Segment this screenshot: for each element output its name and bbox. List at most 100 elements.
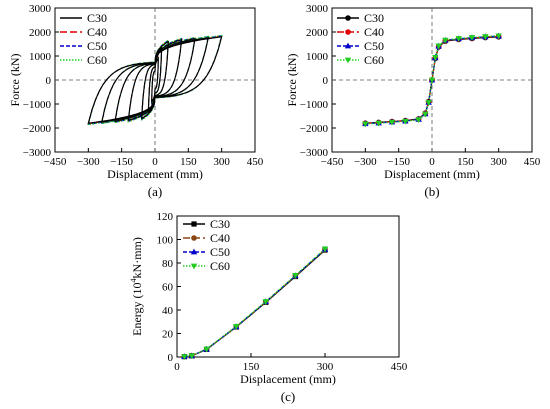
y-tick-label: 80 (162, 258, 174, 270)
x-axis-label: Displacement (mm) (107, 167, 203, 181)
data-point-c60 (402, 118, 409, 125)
legend-label-c60: C60 (364, 53, 384, 67)
hysteresis-loop-c60 (87, 34, 223, 126)
y-axis-label-part: kN·mm) (130, 237, 144, 278)
legend-marker-c60 (190, 263, 198, 270)
y-tick-label: −3000 (300, 147, 329, 159)
data-point-c60 (495, 33, 502, 40)
data-point-c60 (388, 119, 396, 126)
data-point-c60 (482, 34, 489, 40)
legend-marker-c50 (344, 42, 352, 49)
legend-marker-c50 (190, 248, 198, 255)
x-tick-label: 300 (317, 361, 334, 373)
hysteresis-loop-c30 (127, 38, 183, 122)
x-tick-label: −150 (387, 156, 410, 168)
legend-marker-c60 (344, 57, 352, 64)
x-tick-label: 450 (391, 361, 408, 373)
panel-b-skeleton-chart: −450 −300 −150 0 150 300 450 −3000 −2000 −1000 0 10… (285, 3, 541, 199)
legend-label-c50: C50 (210, 245, 230, 259)
legend-label-c60: C60 (210, 259, 230, 273)
data-point-c60 (435, 43, 442, 50)
x-axis-label: Displacement (mm) (384, 167, 480, 181)
series-line-c50 (184, 248, 326, 358)
data-point-c60 (422, 111, 429, 118)
data-point-c60 (292, 273, 299, 279)
hysteresis-loop-c30 (141, 40, 169, 120)
x-tick-label: −300 (354, 156, 377, 168)
y-tick-label: −1000 (23, 99, 52, 111)
data-point-c60 (233, 324, 240, 330)
data-point-c60 (455, 36, 462, 42)
x-tick-label: 150 (243, 361, 260, 373)
legend-label-c30: C30 (87, 11, 107, 25)
y-tick-label: 40 (162, 305, 174, 317)
y-tick-label: 0 (168, 352, 174, 364)
panel-caption: (c) (281, 389, 295, 404)
x-tick-label: 0 (429, 156, 435, 168)
data-point-c60 (188, 353, 195, 360)
y-tick-label: 20 (162, 329, 174, 341)
data-point-c60 (415, 117, 422, 123)
panel-caption: (b) (424, 184, 439, 199)
y-tick-label: 120 (157, 211, 174, 223)
x-tick-label: 450 (247, 156, 264, 168)
x-tick-label: −150 (110, 156, 133, 168)
series-line-c60 (184, 248, 326, 358)
x-tick-label: −450 (321, 156, 344, 168)
x-tick-label: −450 (44, 156, 67, 168)
y-tick-label: 0 (46, 75, 52, 87)
y-axis-label-part: Energy (10 (130, 282, 144, 335)
y-tick-label: −2000 (23, 123, 52, 135)
panel-a-hysteresis-chart: −450 −300 −150 0 150 300 450 −3000 −2000 −1000 0 10… (8, 3, 264, 199)
data-point-c60 (262, 299, 269, 305)
hysteresis-loop-c30 (114, 37, 196, 123)
x-tick-label: 450 (524, 156, 541, 168)
legend-label-c50: C50 (364, 39, 384, 53)
legend-label-c30: C30 (364, 11, 384, 25)
y-tick-label: 1000 (29, 51, 52, 63)
x-tick-label: 300 (213, 156, 230, 168)
y-tick-label: 2000 (306, 27, 329, 39)
panel-c-energy-chart: 0 150 300 450 0 20 40 60 80 100 120 Displacement (m… (129, 211, 408, 404)
x-tick-label: 150 (180, 156, 197, 168)
y-tick-label: 3000 (306, 3, 329, 15)
legend-label-c60: C60 (87, 53, 107, 67)
data-point-c60 (181, 354, 188, 361)
y-tick-label: −2000 (300, 123, 329, 135)
y-tick-label: 1000 (306, 51, 329, 63)
hysteresis-loop-c30 (151, 56, 159, 104)
y-axis-label: Force (kN) (8, 54, 22, 107)
series-line-c40 (184, 249, 326, 358)
x-tick-label: 150 (457, 156, 474, 168)
data-point-c60 (425, 100, 432, 106)
x-tick-label: 0 (174, 361, 180, 373)
data-point-c60 (375, 120, 382, 127)
x-tick-label: −300 (77, 156, 100, 168)
x-tick-label: 300 (490, 156, 507, 168)
y-tick-label: 2000 (29, 27, 52, 39)
legend-marker-c30 (191, 221, 197, 227)
legend-marker-c40 (345, 29, 351, 35)
x-axis-label: Displacement (mm) (240, 372, 336, 386)
y-axis-label: Force (kN) (285, 54, 299, 107)
legend-label-c30: C30 (210, 217, 230, 231)
y-tick-label: −3000 (23, 147, 52, 159)
data-point-c60 (203, 346, 210, 353)
data-point-c60 (362, 121, 369, 128)
legend-marker-c40 (191, 235, 197, 241)
data-point-c60 (442, 37, 449, 44)
data-point-c60 (321, 246, 329, 253)
legend-label-c40: C40 (210, 231, 230, 245)
legend-marker-c30 (345, 15, 351, 21)
y-tick-label: 60 (162, 282, 174, 294)
data-point-c60 (432, 55, 439, 61)
data-point-c60 (468, 35, 476, 41)
legend-label-c40: C40 (364, 25, 384, 39)
legend-label-c50: C50 (87, 39, 107, 53)
y-tick-label: 0 (323, 75, 329, 87)
series-line-c30 (184, 249, 326, 358)
data-point-c60 (428, 77, 436, 84)
legend-label-c40: C40 (87, 25, 107, 39)
hysteresis-loop-c30 (87, 36, 223, 124)
